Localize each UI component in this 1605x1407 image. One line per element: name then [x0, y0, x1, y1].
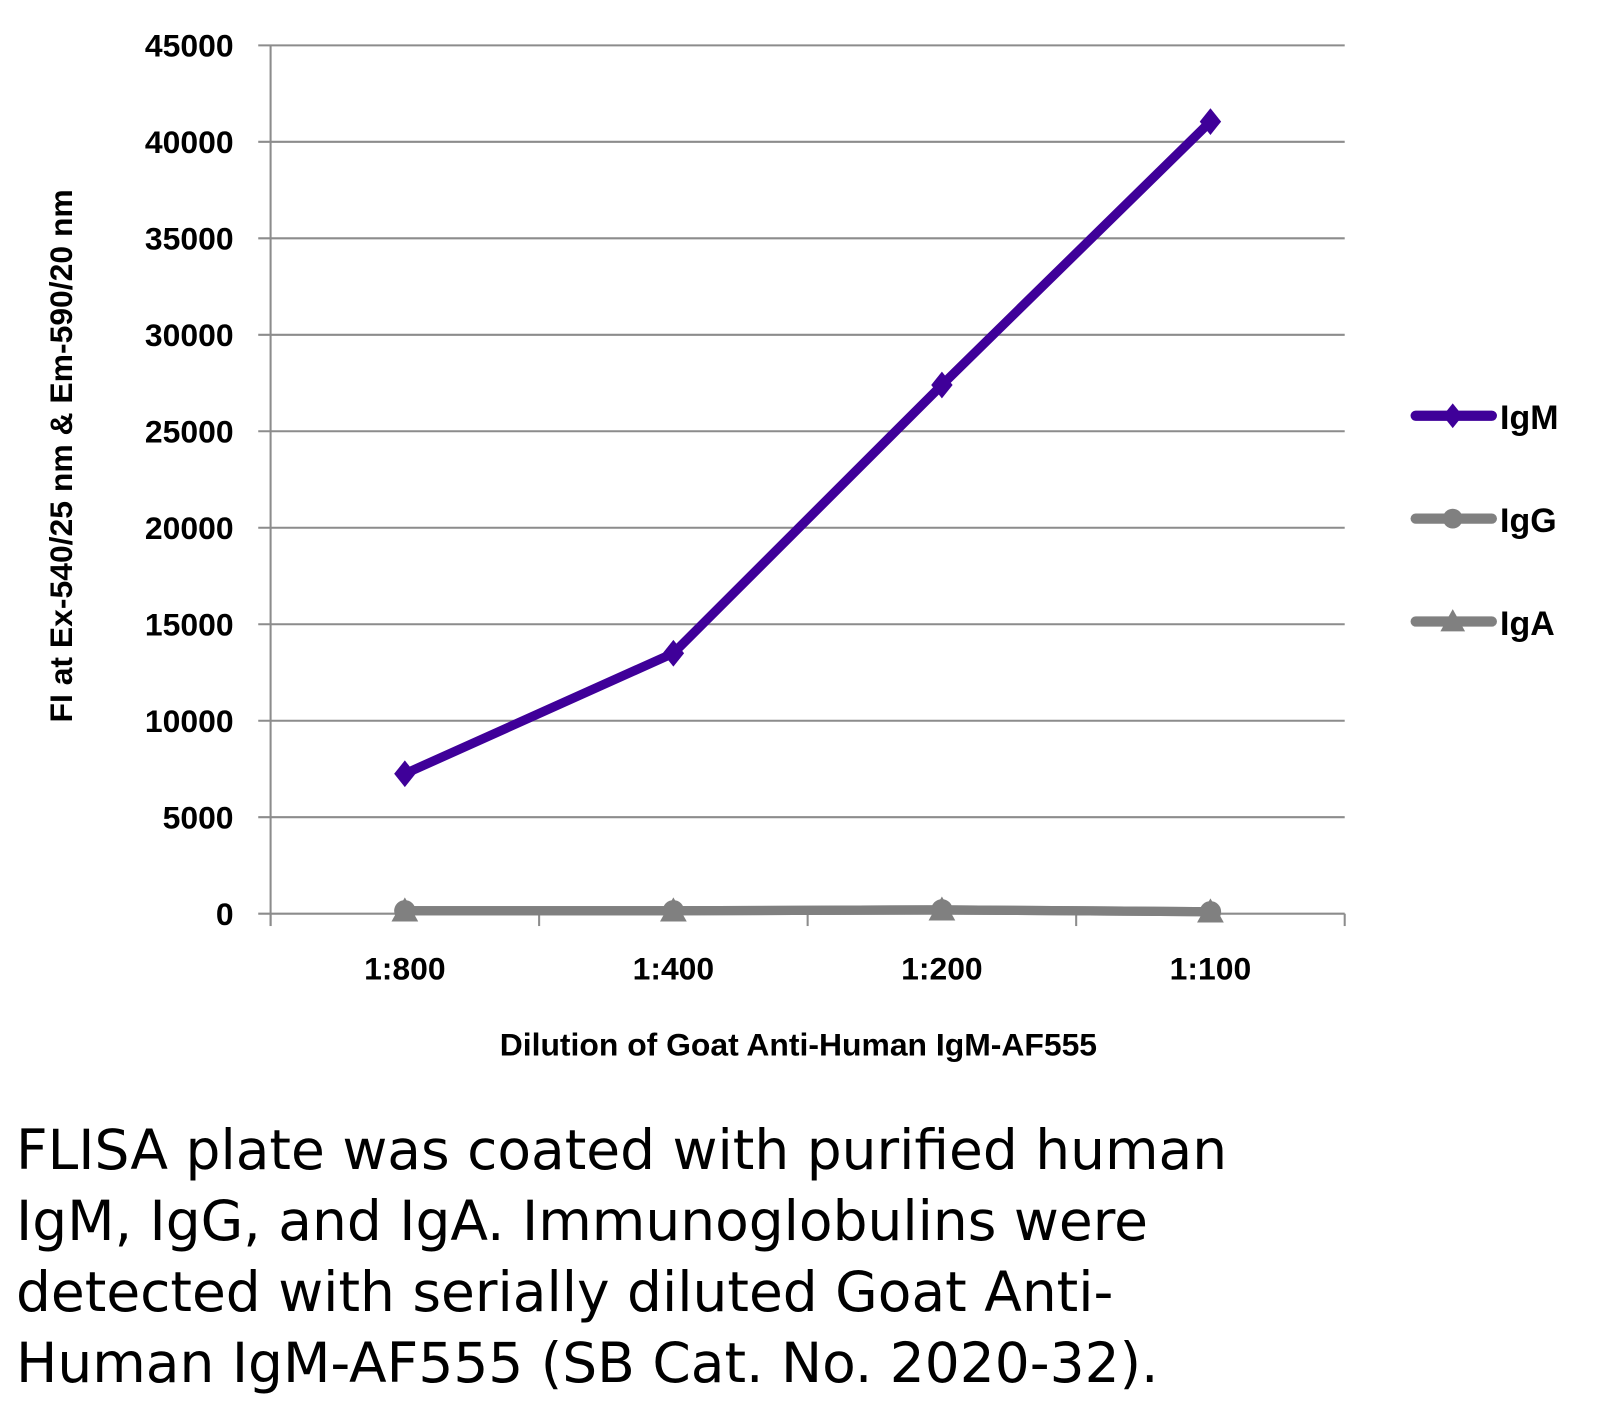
x-tick-label: 1:400 [633, 951, 715, 987]
data-point-circle [1199, 901, 1222, 923]
legend-label: IgA [1500, 605, 1555, 643]
y-tick-label: 15000 [145, 607, 234, 643]
figure-caption: FLISA plate was coated with purified hum… [16, 1115, 1227, 1399]
data-point-diamond [394, 760, 416, 788]
legend: IgM IgG IgA [1410, 399, 1558, 643]
gridlines [258, 44, 1346, 927]
y-tick-label: 10000 [145, 703, 234, 739]
y-tick-label: 5000 [163, 800, 234, 836]
y-tick-label: 45000 [145, 28, 234, 64]
caption-line: IgM, IgG, and IgA. Immunoglobulins were [16, 1189, 1148, 1253]
legend-item-iga: IgA [1410, 605, 1555, 643]
data-point-circle [931, 899, 953, 921]
y-tick-label: 0 [216, 896, 234, 932]
x-tick-label: 1:100 [1170, 951, 1252, 987]
legend-label: IgM [1500, 399, 1558, 437]
caption-line: detected with serially diluted Goat Anti… [16, 1260, 1114, 1324]
data-point-circle [394, 900, 416, 922]
data-point-diamond [1199, 108, 1222, 135]
series-igg [394, 899, 1222, 923]
series-igm [394, 108, 1222, 788]
data-point-circle [662, 900, 685, 922]
series-line [404, 905, 1211, 917]
y-tick-label: 25000 [145, 414, 234, 450]
y-tick-label: 30000 [145, 317, 234, 353]
y-tick-label: 20000 [145, 510, 234, 546]
legend-item-igg: IgG [1410, 502, 1557, 540]
data-point-triangle [1440, 609, 1466, 632]
chart: 0 5000 10000 15000 20000 25000 30000 35000 40000… [43, 28, 1558, 1063]
x-axis-ticks: 1:800 1:400 1:200 1:100 [364, 951, 1251, 987]
data-point-circle [1442, 508, 1463, 529]
legend-item-igm: IgM [1410, 399, 1558, 437]
x-axis-title: Dilution of Goat Anti-Human IgM-AF555 [500, 1027, 1097, 1063]
y-tick-label: 40000 [145, 124, 234, 160]
data-point-diamond [1442, 403, 1463, 429]
series-group [391, 108, 1224, 923]
y-tick-label: 35000 [145, 221, 234, 257]
series-line [402, 118, 1214, 779]
y-axis-title: FI at Ex-540/25 nm & Em-590/20 nm [43, 189, 79, 722]
data-point-diamond [931, 371, 953, 399]
x-tick-label: 1:800 [364, 951, 446, 987]
caption-line: Human IgM-AF555 (SB Cat. No. 2020-32). [16, 1331, 1159, 1395]
legend-label: IgG [1500, 502, 1557, 540]
y-axis-ticks: 0 5000 10000 15000 20000 25000 30000 35000 40000… [145, 28, 234, 932]
caption-line: FLISA plate was coated with purified hum… [16, 1118, 1228, 1182]
x-tick-label: 1:200 [901, 951, 983, 987]
